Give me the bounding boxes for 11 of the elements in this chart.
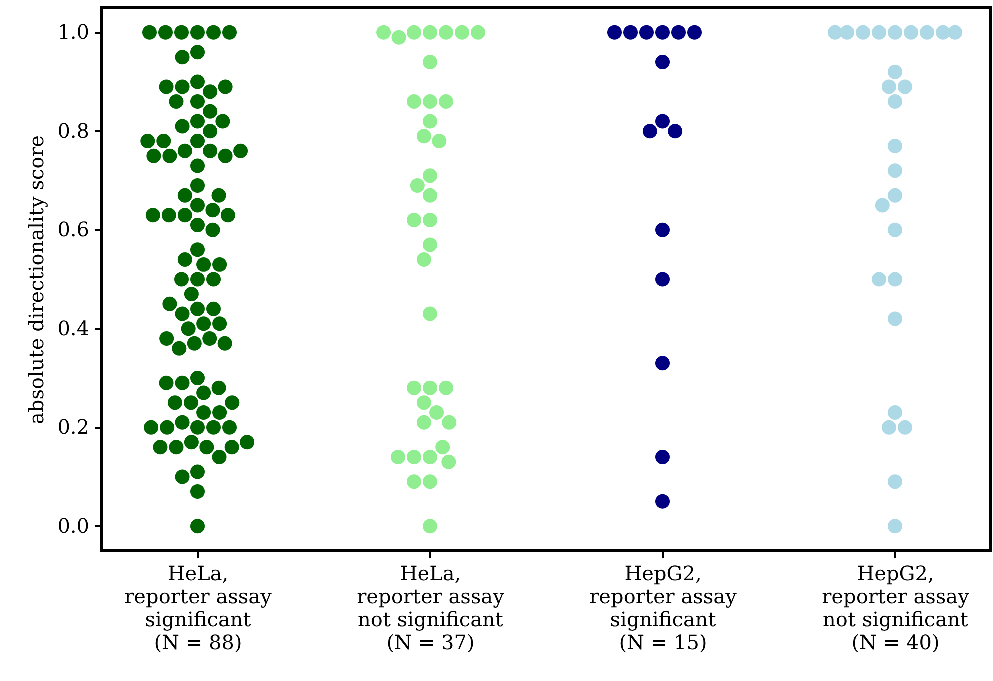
y-tick-label: 0.2 <box>58 415 90 440</box>
y-tick-label: 0.6 <box>58 218 90 242</box>
x-tick-label: HeLa, reporter assay not significant (N = 37) <box>357 562 506 654</box>
y-tick-label: 0.4 <box>58 316 90 340</box>
x-tick-label: HepG2, reporter assay not significant (N = 40) <box>822 562 970 654</box>
y-tick-label: 0.8 <box>58 118 90 143</box>
x-tick-label: HepG2, reporter assay significant (N = 15) <box>590 562 738 654</box>
x-tick-label: HeLa, reporter assay significant (N = 88) <box>124 562 273 654</box>
y-axis-title: absolute directionality score <box>24 135 49 425</box>
y-tick-label: 0.0 <box>58 514 90 538</box>
y-tick-label: 1.0 <box>58 20 90 44</box>
